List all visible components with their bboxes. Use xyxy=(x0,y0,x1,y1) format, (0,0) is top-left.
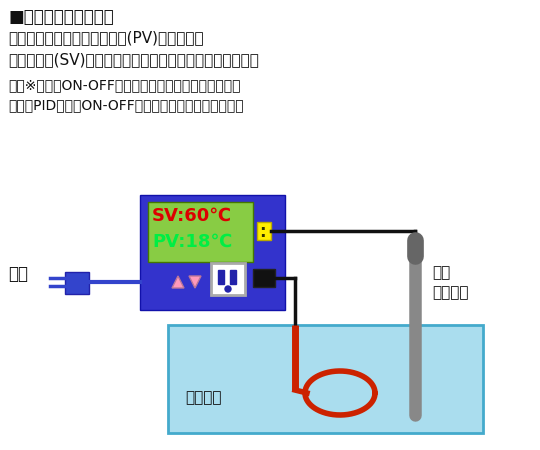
Text: PID制御、ON-OFF制御などの方式があります。: PID制御、ON-OFF制御などの方式があります。 xyxy=(8,98,244,112)
Text: センサー: センサー xyxy=(432,285,469,300)
Text: PV:18℃: PV:18℃ xyxy=(152,233,232,251)
Text: ■温度調節器の仕組み: ■温度調節器の仕組み xyxy=(8,8,114,26)
Polygon shape xyxy=(189,276,201,288)
Bar xyxy=(65,272,89,294)
Polygon shape xyxy=(172,276,184,288)
Bar xyxy=(230,270,236,284)
Bar xyxy=(140,195,285,310)
Text: ヒーター: ヒーター xyxy=(185,390,221,405)
Text: ※電気のON-OFFの度合いを温度制御方式と呼び、: ※電気のON-OFFの度合いを温度制御方式と呼び、 xyxy=(8,78,240,92)
Text: SV:60℃: SV:60℃ xyxy=(152,207,232,225)
Bar xyxy=(218,270,224,284)
Text: 設定温度(SV)に達するまでヒーターに電気を流します。: 設定温度(SV)に達するまでヒーターに電気を流します。 xyxy=(8,52,259,67)
Circle shape xyxy=(225,286,231,292)
Bar xyxy=(257,222,271,240)
Bar xyxy=(211,263,245,295)
Text: 温度センサーで現在の温度(PV)を感知し、: 温度センサーで現在の温度(PV)を感知し、 xyxy=(8,30,204,45)
Text: 電源: 電源 xyxy=(8,265,28,283)
Text: 温度: 温度 xyxy=(432,265,450,280)
Bar xyxy=(168,325,483,433)
Bar xyxy=(253,269,275,287)
Bar xyxy=(148,202,253,262)
Text: :: : xyxy=(259,223,266,241)
